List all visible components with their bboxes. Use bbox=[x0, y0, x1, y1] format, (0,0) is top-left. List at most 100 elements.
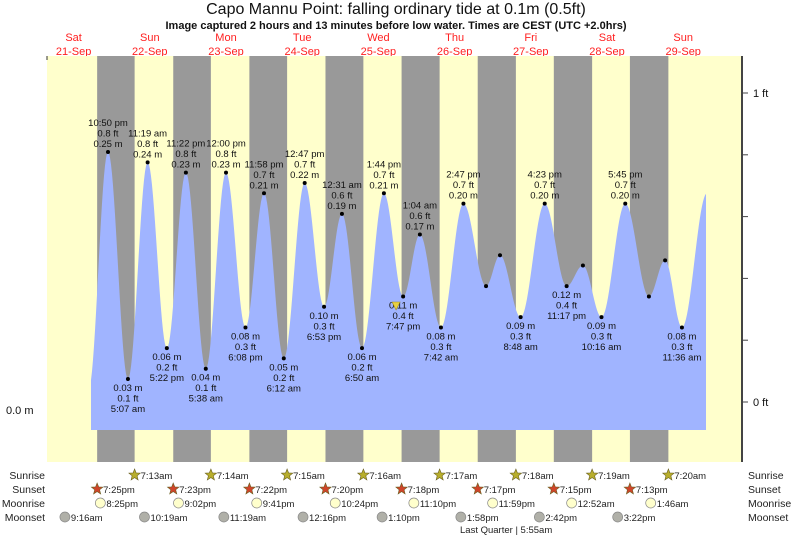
chart-title: Capo Mannu Point: falling ordinary tide … bbox=[206, 1, 586, 18]
moonrise-time: 10:24pm bbox=[341, 499, 378, 510]
extreme-label: 1:04 am bbox=[403, 201, 437, 212]
moonset-moon-icon bbox=[612, 511, 624, 523]
moonrise-moon-icon bbox=[329, 497, 341, 509]
extreme-label: 0.3 ft bbox=[510, 332, 531, 343]
sunset-star-icon bbox=[471, 482, 485, 495]
sunset-star-icon bbox=[547, 482, 561, 495]
sunrise-time: 7:15am bbox=[293, 471, 325, 482]
extreme-point bbox=[164, 346, 169, 351]
extreme-label: 0.4 ft bbox=[393, 311, 414, 322]
extreme-label: 0.3 ft bbox=[671, 342, 692, 353]
moonset-moon-icon bbox=[376, 511, 388, 523]
extreme-label: 5:38 am bbox=[189, 394, 223, 405]
moonrise-time: 11:59pm bbox=[499, 499, 535, 510]
sunset-time: 7:17pm bbox=[484, 485, 516, 496]
sunset-time: 7:18pm bbox=[408, 485, 440, 496]
extreme-label: 11:58 pm bbox=[245, 159, 284, 170]
extreme-label: 0.7 ft bbox=[294, 159, 315, 170]
extreme-point bbox=[646, 294, 651, 299]
sunrise-time: 7:20am bbox=[674, 471, 706, 482]
moonset-moon-icon bbox=[455, 511, 467, 523]
extreme-label: 0.8 ft bbox=[137, 139, 158, 150]
extreme-label: 12:00 pm bbox=[206, 139, 246, 150]
moonset-moon-icon bbox=[218, 511, 230, 523]
extreme-point bbox=[302, 180, 307, 185]
sunset-time: 7:25pm bbox=[103, 485, 135, 496]
day-name: Mon bbox=[215, 32, 236, 44]
extreme-label: 0.09 m bbox=[506, 321, 535, 332]
extreme-label: 0.3 ft bbox=[313, 321, 334, 332]
moonrise-moon-icon bbox=[173, 497, 184, 509]
moonset-moon-icon bbox=[534, 511, 545, 523]
sunrise-time: 7:16am bbox=[369, 471, 401, 482]
extreme-label: 0.3 ft bbox=[235, 342, 256, 353]
extreme-label: 5:07 am bbox=[111, 404, 145, 415]
extreme-label: 0.23 m bbox=[171, 160, 200, 171]
extreme-point bbox=[580, 263, 585, 268]
extreme-label: 0.24 m bbox=[133, 149, 162, 160]
extreme-point bbox=[484, 284, 489, 289]
extreme-label: 0.06 m bbox=[152, 352, 181, 363]
extreme-point bbox=[498, 253, 503, 258]
day-date: 28-Sep bbox=[589, 46, 624, 58]
moonrise-moon-icon bbox=[251, 497, 263, 509]
extreme-label: 0.08 m bbox=[667, 331, 696, 342]
sunset-time: 7:13pm bbox=[636, 485, 668, 496]
extreme-label: 0.1 ft bbox=[117, 394, 138, 405]
extreme-point bbox=[381, 191, 386, 196]
day-date: 22-Sep bbox=[132, 46, 167, 58]
moonset-moon-icon bbox=[297, 511, 309, 523]
extreme-label: 0.7 ft bbox=[253, 170, 274, 181]
extreme-point bbox=[623, 201, 628, 206]
moonrise-moon-icon bbox=[487, 497, 498, 509]
extreme-point bbox=[542, 201, 547, 206]
sunset-star-icon bbox=[395, 482, 409, 495]
extreme-point bbox=[401, 294, 406, 299]
extreme-point bbox=[105, 150, 110, 154]
extreme-label: 6:50 am bbox=[345, 373, 379, 384]
sunset-row-label: Sunset bbox=[12, 484, 45, 496]
extreme-label: 12:47 pm bbox=[285, 149, 325, 160]
extreme-label: 0.06 m bbox=[347, 352, 376, 363]
extreme-label: 6:53 pm bbox=[307, 332, 341, 343]
moonrise-moon-icon bbox=[566, 497, 578, 509]
extreme-point bbox=[145, 160, 150, 165]
sunrise-time: 7:19am bbox=[598, 471, 630, 482]
moonset-row-label-right: Moonset bbox=[748, 512, 788, 524]
day-name: Sat bbox=[65, 32, 82, 44]
extreme-label: 0.2 ft bbox=[351, 363, 372, 374]
extreme-label: 11:17 pm bbox=[547, 311, 586, 322]
day-name: Thu bbox=[445, 32, 464, 44]
extreme-label: 7:42 am bbox=[424, 352, 458, 363]
extreme-label: 0.04 m bbox=[191, 373, 220, 384]
right-axis-tick-label: 0 ft bbox=[753, 397, 768, 409]
extreme-label: 0.8 ft bbox=[175, 149, 196, 160]
extreme-label: 7:47 pm bbox=[386, 321, 420, 332]
sunrise-time: 7:13am bbox=[141, 471, 173, 482]
extreme-label: 0.2 ft bbox=[156, 363, 177, 374]
extreme-point bbox=[183, 170, 188, 175]
extreme-label: 0.10 m bbox=[310, 311, 339, 322]
moonrise-moon-icon bbox=[408, 497, 420, 509]
extreme-label: 0.21 m bbox=[249, 180, 278, 191]
moonrise-time: 8:25pm bbox=[106, 499, 138, 510]
moonset-time: 1:10pm bbox=[388, 513, 420, 524]
extreme-label: 6:12 am bbox=[267, 383, 301, 394]
day-date: 23-Sep bbox=[208, 46, 243, 58]
extreme-label: 0.23 m bbox=[211, 160, 240, 171]
extreme-label: 0.4 ft bbox=[556, 301, 577, 312]
moonrise-time: 9:02pm bbox=[184, 499, 216, 510]
tide-area bbox=[91, 152, 706, 430]
moonrise-time: 11:10pm bbox=[420, 499, 456, 510]
extreme-label: 4:23 pm bbox=[528, 170, 562, 181]
sunset-star-icon bbox=[242, 482, 256, 495]
extreme-point bbox=[203, 366, 208, 371]
sunset-star-icon bbox=[623, 482, 637, 495]
extreme-point bbox=[359, 346, 364, 351]
day-name: Sat bbox=[599, 32, 616, 44]
sunrise-time: 7:18am bbox=[522, 471, 554, 482]
extreme-label: 6:08 pm bbox=[228, 352, 262, 363]
moonset-time: 3:22pm bbox=[624, 513, 656, 524]
extreme-label: 0.17 m bbox=[405, 222, 434, 233]
extreme-label: 0.21 m bbox=[369, 180, 398, 191]
